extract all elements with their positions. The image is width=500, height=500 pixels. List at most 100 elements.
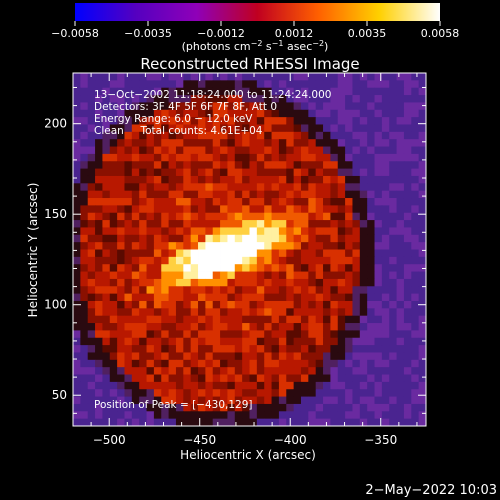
heatmap-cell <box>286 352 295 361</box>
heatmap-cell <box>117 102 125 111</box>
heatmap-cell <box>95 198 103 206</box>
heatmap-cell <box>256 308 265 317</box>
heatmap-cell <box>315 374 324 383</box>
heatmap-cell <box>256 271 265 280</box>
heatmap-cell <box>234 337 243 346</box>
heatmap-cell <box>337 234 346 243</box>
heatmap-cell <box>161 161 169 169</box>
heatmap-cell <box>345 139 353 147</box>
heatmap-cell <box>153 205 162 214</box>
heatmap-cell <box>337 183 346 192</box>
heatmap-cell <box>212 367 221 375</box>
heatmap-cell <box>293 308 302 317</box>
heatmap-cell <box>308 168 317 177</box>
heatmap-cell <box>337 367 346 375</box>
heatmap-cell <box>323 175 331 184</box>
heatmap-cell <box>367 80 375 89</box>
heatmap-cell <box>175 242 184 250</box>
heatmap-cell <box>396 73 405 81</box>
heatmap-cell <box>359 352 368 361</box>
heatmap-cell <box>117 389 125 397</box>
heatmap-cell <box>308 198 317 206</box>
heatmap-cell <box>102 337 111 346</box>
heatmap-cell <box>345 381 353 390</box>
heatmap-cell <box>139 389 147 397</box>
heatmap-cell <box>161 80 169 89</box>
heatmap-cell <box>205 374 214 383</box>
heatmap-cell <box>124 146 133 155</box>
heatmap-cell <box>308 271 317 280</box>
heatmap-cell <box>87 249 96 258</box>
heatmap-cell <box>139 87 147 96</box>
heatmap-cell <box>161 220 169 228</box>
heatmap-cell <box>374 352 383 361</box>
heatmap-cell <box>286 374 295 383</box>
heatmap-cell <box>264 205 272 214</box>
heatmap-cell <box>396 352 405 361</box>
heatmap-cell <box>212 131 221 140</box>
heatmap-cell <box>153 418 162 427</box>
heatmap-cell <box>87 374 96 383</box>
heatmap-cell <box>374 345 383 353</box>
heatmap-cell <box>212 73 221 81</box>
heatmap-cell <box>264 153 272 162</box>
heatmap-cell <box>153 234 162 243</box>
heatmap-cell <box>293 323 302 331</box>
heatmap-cell <box>315 124 324 133</box>
heatmap-cell <box>212 168 221 177</box>
heatmap-cell <box>264 175 272 184</box>
heatmap-cell <box>205 139 214 147</box>
heatmap-cell <box>198 212 206 221</box>
heatmap-cell <box>389 87 397 96</box>
heatmap-cell <box>286 345 295 353</box>
heatmap-cell <box>102 271 111 280</box>
heatmap-cell <box>278 146 287 155</box>
heatmap-cell <box>73 146 81 155</box>
heatmap-cell <box>168 411 177 420</box>
heatmap-cell <box>264 161 272 169</box>
heatmap-cell <box>242 411 250 420</box>
heatmap-cell <box>293 367 302 375</box>
heatmap-cell <box>242 153 250 162</box>
heatmap-cell <box>374 367 383 375</box>
heatmap-cell <box>198 73 206 81</box>
heatmap-cell <box>146 220 155 228</box>
heatmap-cell <box>256 418 265 427</box>
heatmap-cell <box>367 374 375 383</box>
heatmap-cell <box>146 337 155 346</box>
heatmap-cell <box>396 345 405 353</box>
heatmap-cell <box>418 271 427 280</box>
heatmap-cell <box>337 124 346 133</box>
heatmap-cell <box>146 256 155 265</box>
heatmap-cell <box>389 337 397 346</box>
heatmap-cell <box>190 345 199 353</box>
heatmap-cell <box>117 131 125 140</box>
heatmap-cell <box>109 220 118 228</box>
heatmap-cell <box>337 286 346 295</box>
heatmap-cell <box>381 315 390 324</box>
heatmap-cell <box>403 308 412 317</box>
heatmap-cell <box>190 418 199 427</box>
heatmap-cell <box>146 308 155 317</box>
heatmap-cell <box>418 367 427 375</box>
heatmap-cell <box>352 220 361 228</box>
heatmap-cell <box>293 139 302 147</box>
heatmap-cell <box>102 153 111 162</box>
heatmap-cell <box>212 381 221 390</box>
heatmap-cell <box>278 389 287 397</box>
heatmap-cell <box>183 330 192 339</box>
heatmap-cell <box>403 168 412 177</box>
heatmap-cell <box>87 367 96 375</box>
heatmap-cell <box>315 418 324 427</box>
heatmap-cell <box>264 234 272 243</box>
heatmap-cell <box>175 234 184 243</box>
heatmap-cell <box>278 234 287 243</box>
heatmap-cell <box>264 403 272 412</box>
heatmap-cell <box>242 345 250 353</box>
heatmap-cell <box>367 153 375 162</box>
heatmap-cell <box>337 315 346 324</box>
heatmap-cell <box>220 80 228 89</box>
heatmap-cell <box>308 330 317 339</box>
heatmap-cell <box>403 234 412 243</box>
heatmap-cell <box>212 286 221 295</box>
